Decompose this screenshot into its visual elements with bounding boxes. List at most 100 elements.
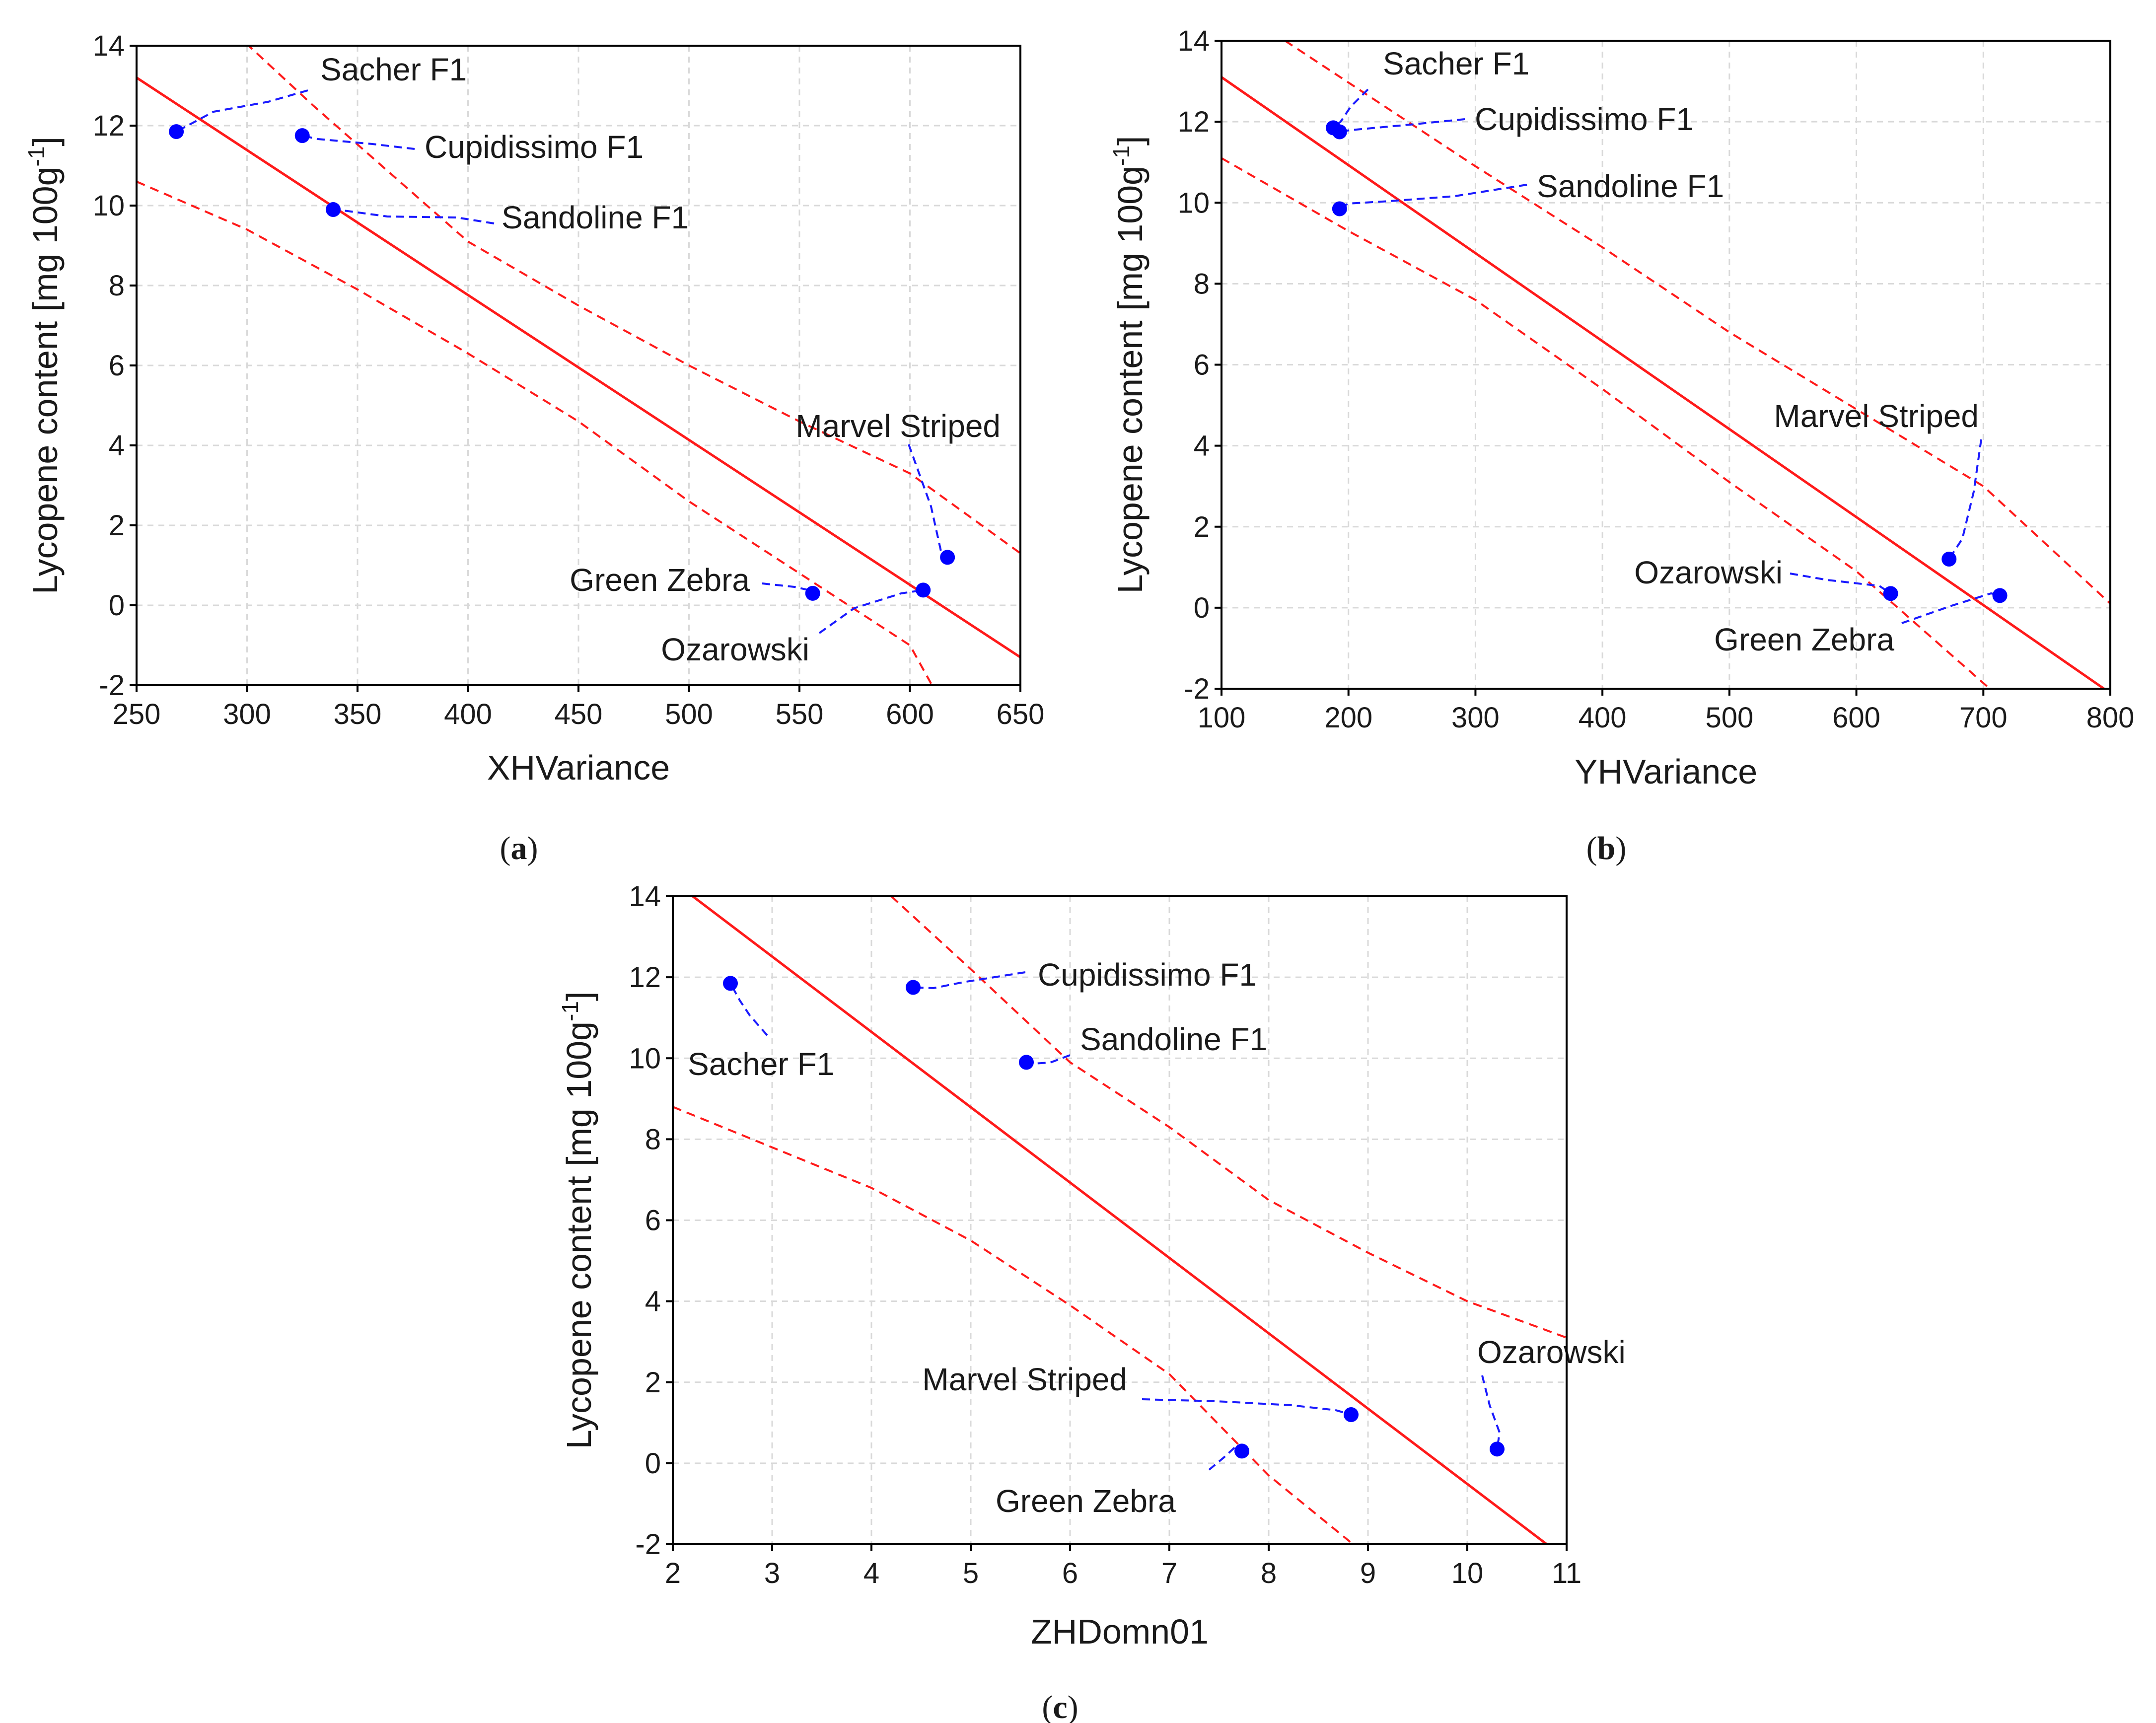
y-tick-label: 2	[109, 509, 125, 542]
y-tick-label: -2	[1184, 673, 1210, 705]
x-tick-label: 100	[1198, 702, 1246, 734]
point-label: Green Zebra	[570, 562, 750, 598]
plot-frame	[1221, 40, 2111, 690]
point-label: Sandoline F1	[1080, 1021, 1267, 1057]
regression-line	[692, 896, 1548, 1544]
panel-label: (a)	[500, 830, 538, 866]
y-tick-label: 8	[1194, 268, 1210, 300]
point-label: Ozarowski	[1634, 555, 1783, 590]
y-tick-label: 8	[109, 270, 125, 302]
y-tick-label: 2	[645, 1366, 661, 1399]
point-label: Green Zebra	[1714, 622, 1894, 657]
point-label: Sandoline F1	[502, 200, 689, 235]
point-label: Sacher F1	[320, 52, 467, 87]
x-tick-label: 600	[886, 698, 934, 730]
point-label: Green Zebra	[996, 1483, 1176, 1519]
x-axis-label: XHVariance	[487, 748, 670, 787]
x-tick-label: 650	[997, 698, 1045, 730]
confidence-band-upper	[1284, 41, 2110, 605]
plot-area	[1222, 41, 2110, 689]
y-tick-label: 10	[92, 190, 125, 222]
point-label: Marvel Striped	[922, 1362, 1127, 1397]
y-tick-label: 0	[645, 1447, 661, 1480]
x-tick-label: 4	[863, 1557, 879, 1589]
label-leader-line	[1481, 1375, 1501, 1449]
confidence-band-upper	[890, 896, 1567, 1339]
label-leader-line	[176, 89, 308, 133]
data-point	[1883, 586, 1898, 601]
x-tick-label: 400	[444, 698, 492, 730]
chart-panel-b: 100 200 300 400 500 600 700 800 -2 0 2 4 6 8 10 12 14 Sac…	[1108, 25, 2134, 866]
x-tick-label: 300	[223, 698, 271, 730]
plot-frame	[672, 895, 1568, 1545]
y-axis-label: Lycopene content [mg 100g-1]	[1108, 136, 1150, 594]
label-leader-line	[1142, 1398, 1352, 1416]
x-axis-label: ZHDomn01	[1031, 1612, 1209, 1651]
point-label: Sacher F1	[1383, 46, 1529, 81]
x-tick-label: 700	[1959, 702, 2008, 734]
x-tick-label: 400	[1579, 702, 1627, 734]
data-point	[326, 202, 341, 217]
point-label: Sandoline F1	[1537, 168, 1724, 204]
plot-frame	[136, 45, 1021, 686]
y-tick-label: 6	[645, 1205, 661, 1237]
data-point	[1332, 124, 1347, 140]
x-tick-label: 6	[1062, 1557, 1078, 1589]
x-tick-label: 500	[1705, 702, 1753, 734]
data-point	[294, 128, 310, 144]
data-point	[1344, 1407, 1359, 1422]
plot-area	[137, 46, 1020, 685]
x-tick-label: 3	[764, 1557, 780, 1589]
label-leader-line	[1948, 439, 1982, 560]
y-tick-label: 0	[109, 589, 125, 622]
y-tick-label: 12	[1177, 106, 1210, 138]
data-point	[1941, 552, 1957, 567]
data-point	[906, 980, 921, 995]
y-tick-label: -2	[99, 669, 125, 702]
x-tick-label: 600	[1832, 702, 1880, 734]
data-point	[169, 124, 184, 140]
regression-line	[1222, 76, 2105, 689]
y-tick-label: -2	[635, 1528, 661, 1561]
x-tick-label: 9	[1360, 1557, 1376, 1589]
data-point	[940, 550, 955, 565]
y-tick-label: 6	[109, 350, 125, 382]
y-axis-label: Lycopene content [mg 100g-1]	[557, 992, 598, 1449]
label-leader-line	[729, 983, 768, 1036]
label-leader-line	[302, 135, 415, 150]
plot-area	[673, 896, 1567, 1544]
point-label: Marvel Striped	[795, 408, 1001, 444]
x-tick-label: 10	[1451, 1557, 1484, 1589]
point-label: Cupidissimo F1	[1475, 101, 1694, 137]
confidence-band-upper	[247, 46, 1020, 554]
x-tick-label: 300	[1451, 702, 1500, 734]
data-point	[723, 976, 738, 991]
y-tick-label: 4	[109, 430, 125, 462]
data-point	[1992, 588, 2008, 603]
data-point	[1332, 201, 1347, 216]
panel-label: (c)	[1042, 1689, 1078, 1723]
regression-line	[137, 76, 1020, 658]
y-tick-label: 2	[1194, 511, 1210, 543]
chart-panel-c: 2 3 4 5 6 7 8 9 10 11 -2 0 2 4 6 8 10 12 14 Sacher F1 Cupidi…	[557, 880, 1626, 1723]
y-tick-label: 14	[629, 880, 661, 913]
y-tick-label: 8	[645, 1123, 661, 1155]
y-tick-label: 4	[1194, 430, 1210, 462]
point-label: Cupidissimo F1	[1038, 957, 1257, 993]
point-label: Ozarowski	[1477, 1334, 1626, 1370]
label-leader-line	[1901, 592, 2000, 624]
y-tick-label: 10	[1177, 187, 1210, 219]
x-axis-label: YHVariance	[1575, 752, 1757, 791]
data-point	[805, 585, 820, 601]
label-leader-line	[333, 209, 495, 224]
data-point	[1019, 1055, 1034, 1070]
point-label: Sacher F1	[688, 1046, 834, 1082]
panel-label: (b)	[1586, 830, 1627, 866]
point-label: Ozarowski	[661, 632, 809, 667]
y-tick-label: 10	[629, 1042, 661, 1075]
y-tick-label: 12	[92, 110, 125, 142]
x-tick-label: 7	[1161, 1557, 1177, 1589]
y-tick-label: 14	[92, 30, 125, 62]
